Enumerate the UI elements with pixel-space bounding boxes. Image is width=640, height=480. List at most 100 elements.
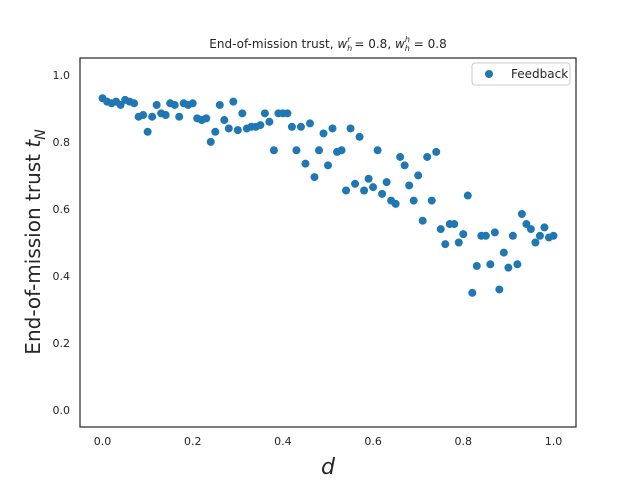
legend-marker-feedback	[485, 70, 493, 78]
x-tick-label: 0.0	[94, 435, 112, 448]
data-point	[269, 146, 278, 155]
x-tick-label: 0.4	[274, 435, 292, 448]
data-point	[355, 132, 364, 141]
data-point	[292, 146, 301, 155]
data-point	[211, 127, 220, 136]
data-point	[409, 196, 418, 205]
y-axis-ticks: 0.0 0.2 0.4 0.6 0.8 1.0	[53, 69, 71, 417]
data-point	[508, 231, 517, 240]
legend: Feedback	[471, 62, 571, 86]
data-point	[391, 199, 400, 208]
data-point	[175, 112, 184, 121]
legend-label-feedback: Feedback	[511, 67, 568, 81]
data-point	[495, 285, 504, 294]
data-point	[220, 116, 229, 125]
data-point	[490, 228, 499, 237]
plot-frame	[79, 57, 577, 428]
data-point	[148, 112, 157, 121]
y-tick-label: 0.4	[53, 270, 71, 283]
data-point	[310, 173, 319, 182]
data-point	[400, 161, 409, 170]
data-point	[432, 147, 441, 156]
data-point	[202, 114, 211, 123]
data-point	[324, 161, 332, 170]
data-point	[459, 230, 468, 239]
data-point	[360, 186, 369, 195]
data-point	[139, 111, 148, 120]
data-point	[513, 260, 522, 269]
data-point	[540, 223, 549, 232]
data-point	[319, 129, 328, 138]
x-tick-label: 0.2	[184, 435, 202, 448]
data-point	[314, 146, 323, 155]
data-point	[287, 122, 296, 131]
x-axis-label: d	[321, 455, 336, 480]
x-tick-label: 0.6	[364, 435, 382, 448]
data-point	[256, 121, 265, 130]
data-point	[215, 100, 224, 109]
data-point	[450, 220, 459, 229]
data-point	[161, 111, 170, 120]
data-point	[265, 117, 274, 126]
y-tick-label: 1.0	[53, 69, 71, 82]
data-point	[378, 189, 387, 198]
data-point	[260, 109, 269, 118]
data-point	[342, 186, 351, 195]
data-point	[143, 127, 152, 136]
data-point	[423, 152, 432, 161]
x-tick-label: 0.8	[455, 435, 473, 448]
data-point	[526, 225, 535, 234]
data-point	[170, 100, 179, 109]
data-point	[396, 152, 405, 161]
data-point	[233, 126, 242, 135]
x-tick-label: 1.0	[545, 435, 563, 448]
data-point	[405, 181, 414, 190]
legend-box	[471, 62, 571, 86]
y-tick-label: 0.6	[53, 203, 71, 216]
data-point	[414, 171, 423, 180]
data-point	[486, 260, 495, 269]
data-points	[98, 94, 558, 297]
data-point	[504, 263, 513, 272]
data-point	[468, 288, 477, 297]
data-point	[472, 261, 481, 270]
data-point	[418, 216, 427, 225]
y-tick-label: 0.0	[53, 404, 71, 417]
data-point	[346, 124, 355, 133]
data-point	[535, 231, 544, 240]
data-point	[238, 109, 247, 118]
data-point	[206, 137, 215, 146]
data-point	[351, 179, 360, 188]
data-point	[229, 97, 238, 106]
x-axis-ticks: 0.0 0.2 0.4 0.6 0.8 1.0	[94, 435, 562, 448]
data-point	[481, 231, 490, 240]
data-point	[499, 248, 508, 257]
data-point	[436, 225, 445, 234]
data-point	[328, 124, 337, 133]
data-point	[152, 100, 161, 109]
data-point	[283, 109, 292, 118]
y-axis-label: End-of-mission trust tN	[21, 129, 49, 355]
data-point	[364, 174, 373, 183]
data-point	[369, 183, 378, 192]
data-point	[373, 146, 382, 155]
data-point	[296, 122, 305, 131]
data-point	[517, 209, 526, 218]
y-tick-label: 0.2	[53, 337, 71, 350]
y-tick-label: 0.8	[53, 136, 71, 149]
data-point	[463, 191, 472, 200]
data-point	[337, 146, 346, 155]
data-point	[305, 119, 314, 128]
data-point	[531, 238, 540, 247]
data-point	[224, 124, 233, 133]
chart-title: End-of-mission trust, whr = 0.8, whh = 0…	[209, 35, 446, 53]
data-point	[427, 196, 436, 205]
data-point	[301, 159, 310, 168]
data-point	[549, 231, 558, 240]
data-point	[441, 240, 450, 249]
data-point	[454, 238, 463, 247]
data-point	[382, 178, 391, 187]
data-point	[130, 99, 139, 108]
data-point	[188, 99, 197, 108]
